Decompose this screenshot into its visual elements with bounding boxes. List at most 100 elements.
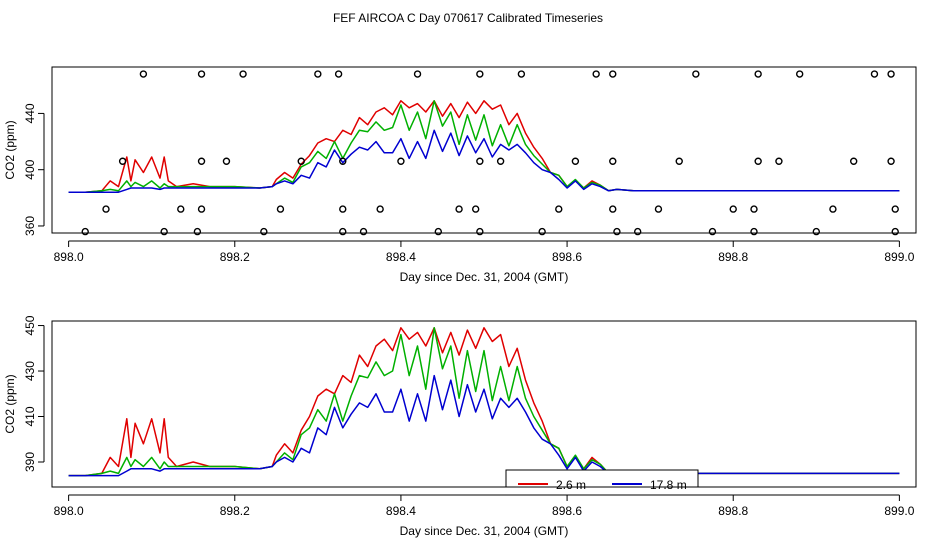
calibration-point bbox=[197, 70, 206, 78]
calibration-point bbox=[222, 157, 231, 165]
calibration-point bbox=[471, 205, 480, 213]
calibration-point bbox=[517, 70, 526, 78]
series-line-middle bbox=[68, 327, 900, 477]
calibration-point bbox=[692, 70, 700, 78]
calibration-point bbox=[891, 205, 899, 213]
top-calibration-points bbox=[81, 70, 899, 236]
calibration-point bbox=[609, 205, 617, 213]
calibration-point bbox=[193, 227, 202, 236]
calibration-point bbox=[891, 227, 899, 236]
x-tick-label: 898.8 bbox=[718, 504, 748, 518]
calibration-point bbox=[177, 205, 185, 213]
y-tick-label: 430 bbox=[23, 361, 37, 381]
calibration-point bbox=[297, 157, 305, 165]
y-tick-label: 410 bbox=[23, 406, 37, 426]
calibration-point bbox=[359, 227, 368, 236]
calibration-point bbox=[849, 157, 858, 165]
calibration-point bbox=[795, 70, 804, 78]
series-line-17.8m bbox=[68, 129, 900, 193]
bottom-x-axis: 898.0 898.2 898.4 898.6 898.8 899.0 bbox=[54, 494, 915, 518]
calibration-point bbox=[276, 205, 285, 213]
x-tick-label: 898.8 bbox=[718, 250, 748, 264]
series-line-2.6m bbox=[68, 327, 900, 477]
bottom-panel: 2.6 m 17.8 m 898.0 898.2 898.4 898.6 898.8 89… bbox=[3, 315, 917, 538]
bottom-plot-frame bbox=[51, 320, 917, 488]
calibration-point bbox=[476, 70, 484, 78]
top-panel: 898.0 898.2 898.4 898.6 898.8 899.0 360 400 440… bbox=[3, 66, 917, 284]
calibration-point bbox=[339, 157, 347, 165]
y-tick-label: 390 bbox=[23, 452, 37, 472]
calibration-point bbox=[239, 70, 247, 78]
calibration-point bbox=[750, 227, 758, 236]
bottom-y-axis: 390 410 430 450 bbox=[23, 315, 45, 472]
calibration-point bbox=[197, 205, 206, 213]
calibration-point bbox=[434, 227, 443, 236]
calibration-point bbox=[102, 205, 110, 213]
calibration-point bbox=[413, 70, 422, 78]
calibration-point bbox=[708, 227, 717, 236]
top-x-axis-label: Day since Dec. 31, 2004 (GMT) bbox=[400, 270, 569, 284]
calibration-point bbox=[339, 227, 347, 236]
calibration-point bbox=[314, 70, 322, 78]
calibration-point bbox=[118, 157, 127, 165]
top-series-group bbox=[68, 100, 900, 193]
y-tick-label: 400 bbox=[23, 159, 37, 179]
x-tick-label: 899.0 bbox=[884, 504, 914, 518]
calibration-point bbox=[887, 70, 895, 78]
calibration-point bbox=[334, 70, 343, 78]
calibration-point bbox=[571, 157, 580, 165]
calibration-point bbox=[376, 205, 384, 213]
calibration-point bbox=[729, 205, 737, 213]
series-line-2.6m bbox=[68, 100, 900, 193]
calibration-point bbox=[775, 157, 783, 165]
calibration-point bbox=[654, 205, 663, 213]
calibration-point bbox=[613, 227, 621, 236]
calibration-point bbox=[455, 205, 463, 213]
calibration-point bbox=[592, 70, 600, 78]
calibration-point bbox=[754, 157, 762, 165]
top-y-axis: 360 400 440 bbox=[23, 103, 45, 236]
calibration-point bbox=[139, 70, 148, 78]
calibration-point bbox=[538, 227, 546, 236]
legend: 2.6 m 17.8 m bbox=[505, 469, 699, 492]
calibration-point bbox=[754, 70, 762, 78]
calibration-point bbox=[609, 70, 617, 78]
y-tick-label: 360 bbox=[23, 216, 37, 236]
calibration-point bbox=[812, 227, 821, 236]
legend-box bbox=[505, 469, 699, 488]
calibration-point bbox=[476, 157, 484, 165]
x-tick-label: 898.6 bbox=[552, 250, 582, 264]
calibration-point bbox=[397, 157, 405, 165]
calibration-point bbox=[609, 157, 617, 165]
x-tick-label: 898.0 bbox=[54, 504, 84, 518]
y-tick-label: 440 bbox=[23, 103, 37, 123]
x-tick-label: 898.4 bbox=[386, 250, 416, 264]
calibration-point bbox=[829, 205, 837, 213]
calibration-point bbox=[339, 205, 347, 213]
calibration-point bbox=[750, 205, 758, 213]
calibration-point bbox=[476, 227, 484, 236]
calibration-point bbox=[160, 227, 168, 236]
bottom-x-axis-label: Day since Dec. 31, 2004 (GMT) bbox=[400, 524, 569, 538]
y-tick-label: 450 bbox=[23, 315, 37, 335]
x-tick-label: 898.6 bbox=[552, 504, 582, 518]
calibration-point bbox=[555, 205, 563, 213]
calibration-point bbox=[496, 157, 505, 165]
top-plot-frame bbox=[51, 66, 917, 234]
top-x-axis: 898.0 898.2 898.4 898.6 898.8 899.0 bbox=[54, 240, 915, 264]
x-tick-label: 898.0 bbox=[54, 250, 84, 264]
x-tick-label: 898.2 bbox=[220, 250, 250, 264]
calibration-point bbox=[81, 227, 89, 236]
calibration-point bbox=[870, 70, 879, 78]
calibration-point bbox=[675, 157, 683, 165]
calibration-point bbox=[197, 157, 206, 165]
x-tick-label: 899.0 bbox=[884, 250, 914, 264]
x-tick-label: 898.2 bbox=[220, 504, 250, 518]
calibration-point bbox=[887, 157, 895, 165]
calibration-point bbox=[633, 227, 642, 236]
series-line-middle bbox=[68, 100, 900, 193]
bottom-series-group bbox=[68, 327, 900, 477]
chart-title: FEF AIRCOA C Day 070617 Calibrated Times… bbox=[333, 11, 603, 25]
top-y-axis-label: CO2 (ppm) bbox=[3, 120, 17, 179]
x-tick-label: 898.4 bbox=[386, 504, 416, 518]
